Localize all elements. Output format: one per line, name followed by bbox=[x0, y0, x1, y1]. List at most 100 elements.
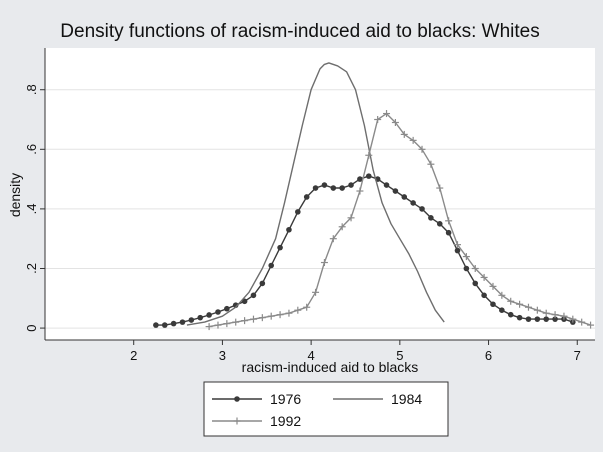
y-tick-label: .2 bbox=[24, 263, 39, 274]
data-point-1992 bbox=[516, 300, 524, 308]
data-point-1992 bbox=[542, 309, 550, 317]
y-tick-label: 0 bbox=[24, 324, 39, 331]
data-point-1992 bbox=[445, 217, 453, 225]
series-line-1984 bbox=[186, 62, 445, 326]
legend-marker-1976 bbox=[234, 396, 240, 402]
data-point-1976 bbox=[419, 206, 425, 212]
data-point-1976 bbox=[170, 320, 177, 327]
data-point-1992 bbox=[329, 235, 337, 243]
data-point-1992 bbox=[294, 306, 302, 314]
data-point-1992 bbox=[533, 306, 541, 314]
data-point-1992 bbox=[285, 309, 293, 317]
data-point-1976 bbox=[507, 311, 514, 318]
legend-item-1976: 1976 bbox=[212, 391, 301, 407]
data-point-1976 bbox=[436, 220, 443, 227]
x-tick-label: 3 bbox=[219, 348, 226, 363]
series-1984 bbox=[186, 62, 445, 326]
data-point-1976 bbox=[365, 173, 372, 179]
series-1976 bbox=[153, 173, 576, 328]
data-point-1976 bbox=[534, 316, 541, 322]
data-point-1976 bbox=[463, 265, 470, 272]
data-point-1992 bbox=[249, 315, 257, 323]
data-point-1992 bbox=[205, 323, 213, 331]
y-axis-label: density bbox=[7, 173, 23, 217]
data-point-1992 bbox=[338, 223, 346, 231]
legend-box bbox=[203, 381, 449, 437]
data-point-1992 bbox=[551, 311, 559, 319]
data-point-1992 bbox=[391, 118, 399, 126]
data-point-1976 bbox=[401, 194, 408, 200]
data-point-1976 bbox=[357, 176, 363, 182]
data-point-1976 bbox=[472, 280, 479, 287]
data-point-1992 bbox=[312, 288, 320, 296]
data-point-1992 bbox=[276, 311, 284, 319]
data-point-1992 bbox=[347, 214, 355, 222]
x-axis-label: racism-induced aid to blacks bbox=[242, 359, 419, 375]
data-point-1992 bbox=[524, 303, 532, 311]
data-point-1992 bbox=[303, 303, 311, 311]
data-point-1992 bbox=[462, 253, 470, 261]
data-point-1976 bbox=[224, 305, 230, 312]
data-point-1992 bbox=[427, 160, 435, 168]
data-point-1992 bbox=[383, 110, 391, 118]
grid-lines bbox=[45, 89, 595, 329]
series-1992 bbox=[205, 110, 595, 331]
y-tick-label: .4 bbox=[24, 203, 39, 214]
data-point-1976 bbox=[428, 215, 434, 221]
data-point-1992 bbox=[569, 315, 577, 323]
data-point-1976 bbox=[543, 316, 550, 322]
data-point-1992 bbox=[214, 321, 222, 329]
legend-label-1992: 1992 bbox=[270, 413, 301, 429]
data-point-1992 bbox=[507, 297, 515, 305]
legend-item-1984: 1984 bbox=[333, 391, 422, 407]
data-point-1976 bbox=[516, 314, 523, 321]
data-point-1976 bbox=[215, 309, 221, 315]
data-point-1976 bbox=[552, 316, 558, 322]
series-layer bbox=[153, 62, 595, 331]
plot-area bbox=[45, 48, 595, 340]
data-point-1976 bbox=[410, 200, 416, 206]
legend-label-1976: 1976 bbox=[270, 391, 301, 407]
data-point-1976 bbox=[241, 298, 248, 305]
legend-label-1984: 1984 bbox=[391, 391, 422, 407]
data-point-1992 bbox=[498, 291, 506, 299]
data-point-1976 bbox=[481, 292, 487, 299]
data-point-1976 bbox=[490, 301, 496, 308]
data-point-1976 bbox=[268, 262, 275, 269]
data-point-1976 bbox=[392, 188, 399, 194]
data-point-1976 bbox=[188, 317, 195, 323]
y-tick-label: .6 bbox=[24, 144, 39, 155]
data-point-1976 bbox=[286, 226, 292, 233]
data-point-1976 bbox=[321, 182, 328, 188]
data-point-1976 bbox=[277, 244, 283, 251]
data-point-1992 bbox=[241, 317, 249, 325]
data-point-1992 bbox=[454, 241, 461, 249]
axes: 0 .2 .4 .6 .8 2 3 4 5 6 7 bbox=[24, 48, 595, 363]
x-tick-label: 7 bbox=[574, 348, 581, 363]
data-point-1992 bbox=[560, 312, 568, 320]
data-point-1992 bbox=[489, 282, 497, 290]
data-point-1992 bbox=[587, 321, 595, 329]
data-point-1992 bbox=[258, 314, 266, 322]
data-point-1976 bbox=[348, 182, 354, 188]
x-tick-label: 2 bbox=[130, 348, 137, 363]
data-point-1992 bbox=[232, 318, 240, 326]
x-tick-label: 6 bbox=[485, 348, 492, 363]
data-point-1976 bbox=[312, 185, 319, 191]
data-point-1976 bbox=[153, 322, 159, 328]
data-point-1976 bbox=[383, 182, 390, 188]
data-point-1976 bbox=[499, 307, 505, 314]
data-point-1992 bbox=[267, 312, 275, 320]
data-point-1976 bbox=[330, 185, 337, 191]
chart-title: Density functions of racism-induced aid … bbox=[60, 21, 539, 42]
data-point-1992 bbox=[400, 130, 408, 138]
data-point-1992 bbox=[365, 151, 373, 159]
data-point-1976 bbox=[525, 316, 532, 322]
data-point-1976 bbox=[161, 322, 168, 328]
data-point-1992 bbox=[578, 318, 586, 326]
data-point-1976 bbox=[179, 319, 186, 325]
data-point-1976 bbox=[445, 229, 452, 236]
data-point-1992 bbox=[409, 136, 417, 144]
x-tick-label: 4 bbox=[308, 348, 315, 363]
